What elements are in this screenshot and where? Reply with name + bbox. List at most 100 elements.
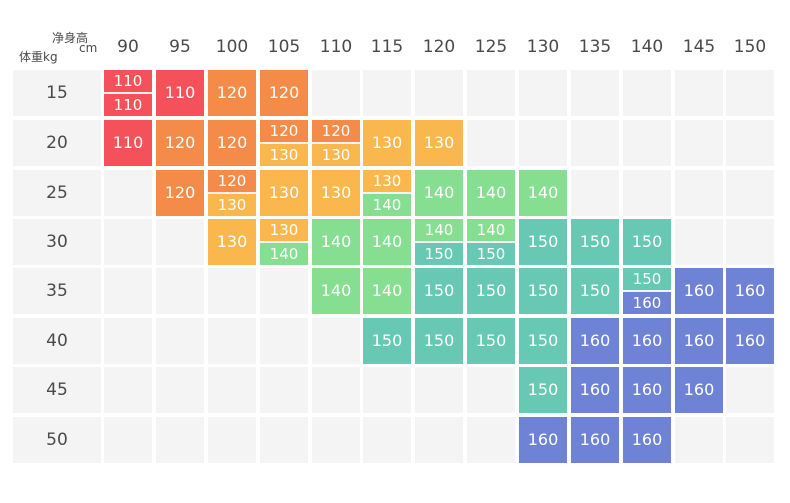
grid-cell — [104, 367, 152, 413]
height-header: 140 — [630, 37, 664, 57]
size-chip: 140 — [415, 170, 463, 216]
weight-header-cell — [13, 120, 101, 166]
grid-cell — [208, 417, 256, 463]
grid-cell — [104, 170, 152, 216]
size-chip: 120 — [208, 120, 256, 166]
size-chip: 150 — [519, 219, 567, 265]
size-chip-lower: 130 — [208, 194, 256, 216]
size-chip-upper: 130 — [363, 170, 411, 192]
size-chip: 120 — [156, 120, 204, 166]
grid-cell — [363, 367, 411, 413]
size-chip: 160 — [519, 417, 567, 463]
size-chip: 160 — [675, 318, 723, 364]
grid-cell — [156, 417, 204, 463]
size-chip: 140 — [363, 268, 411, 314]
grid-cell — [104, 268, 152, 314]
weight-header-cell — [13, 367, 101, 413]
size-chip: 150 — [571, 268, 619, 314]
grid-cell — [623, 70, 671, 116]
grid-cell — [726, 170, 774, 216]
size-chip: 140 — [519, 170, 567, 216]
grid-cell — [623, 120, 671, 166]
size-chip-upper: 120 — [208, 170, 256, 192]
grid-cell — [104, 417, 152, 463]
grid-cell — [415, 367, 463, 413]
size-chip: 160 — [623, 417, 671, 463]
grid-cell — [260, 367, 308, 413]
size-chip: 120 — [208, 70, 256, 116]
grid-cell — [675, 170, 723, 216]
size-chip: 150 — [623, 219, 671, 265]
grid-cell — [675, 219, 723, 265]
grid-cell — [260, 268, 308, 314]
size-chip: 150 — [519, 367, 567, 413]
grid-cell — [571, 170, 619, 216]
size-chip: 120 — [156, 170, 204, 216]
size-chip-upper: 150 — [623, 268, 671, 290]
height-header: 125 — [474, 37, 508, 57]
grid-cell — [519, 70, 567, 116]
size-chip-lower: 150 — [415, 243, 463, 265]
size-chip: 160 — [675, 367, 723, 413]
size-chip-upper: 130 — [260, 219, 308, 241]
weight-header-cell — [13, 219, 101, 265]
weight-header: 15 — [46, 83, 68, 103]
grid-cell — [104, 219, 152, 265]
size-chip-lower: 150 — [467, 243, 515, 265]
size-chip-lower: 140 — [260, 243, 308, 265]
weight-header-cell — [13, 417, 101, 463]
grid-cell — [363, 70, 411, 116]
size-chip: 160 — [571, 367, 619, 413]
height-header: 110 — [319, 37, 353, 57]
grid-cell — [208, 318, 256, 364]
height-header: 105 — [267, 37, 301, 57]
grid-cell — [260, 417, 308, 463]
grid-cell — [415, 70, 463, 116]
grid-cell — [363, 417, 411, 463]
height-header: 95 — [169, 37, 191, 57]
height-header: 120 — [422, 37, 456, 57]
grid-cell — [726, 120, 774, 166]
size-chip: 140 — [363, 219, 411, 265]
size-chip-lower: 140 — [363, 194, 411, 216]
grid-cell — [726, 417, 774, 463]
grid-cell — [415, 417, 463, 463]
size-chip: 160 — [571, 417, 619, 463]
grid-cell — [312, 417, 360, 463]
grid-cell — [208, 268, 256, 314]
grid-cell — [156, 268, 204, 314]
size-chip: 160 — [571, 318, 619, 364]
grid-cell — [726, 70, 774, 116]
size-chip-upper: 140 — [415, 219, 463, 241]
size-chip-lower: 130 — [260, 144, 308, 166]
size-chip: 130 — [208, 219, 256, 265]
grid-cell — [726, 367, 774, 413]
grid-cell — [467, 367, 515, 413]
size-chip-lower: 130 — [312, 144, 360, 166]
grid-cell — [467, 120, 515, 166]
weight-header: 40 — [46, 331, 68, 351]
size-chip: 160 — [726, 318, 774, 364]
grid-cell — [623, 170, 671, 216]
size-chip: 110 — [104, 120, 152, 166]
weight-header-cell — [13, 318, 101, 364]
height-header: 150 — [733, 37, 767, 57]
size-chip: 130 — [260, 170, 308, 216]
grid-cell — [104, 318, 152, 364]
grid-cell — [675, 70, 723, 116]
grid-cell — [156, 219, 204, 265]
grid-cell — [208, 367, 256, 413]
size-chip-upper: 110 — [104, 70, 152, 92]
size-chip: 160 — [623, 367, 671, 413]
size-chip: 160 — [623, 318, 671, 364]
weight-header-cell — [13, 70, 101, 116]
height-unit-label: cm — [79, 41, 98, 55]
grid-cell — [675, 417, 723, 463]
weight-header-cell — [13, 268, 101, 314]
grid-cell — [156, 318, 204, 364]
height-header: 115 — [370, 37, 404, 57]
grid-cell — [571, 70, 619, 116]
size-chip: 120 — [260, 70, 308, 116]
grid-cell — [467, 70, 515, 116]
weight-header: 50 — [46, 430, 68, 450]
